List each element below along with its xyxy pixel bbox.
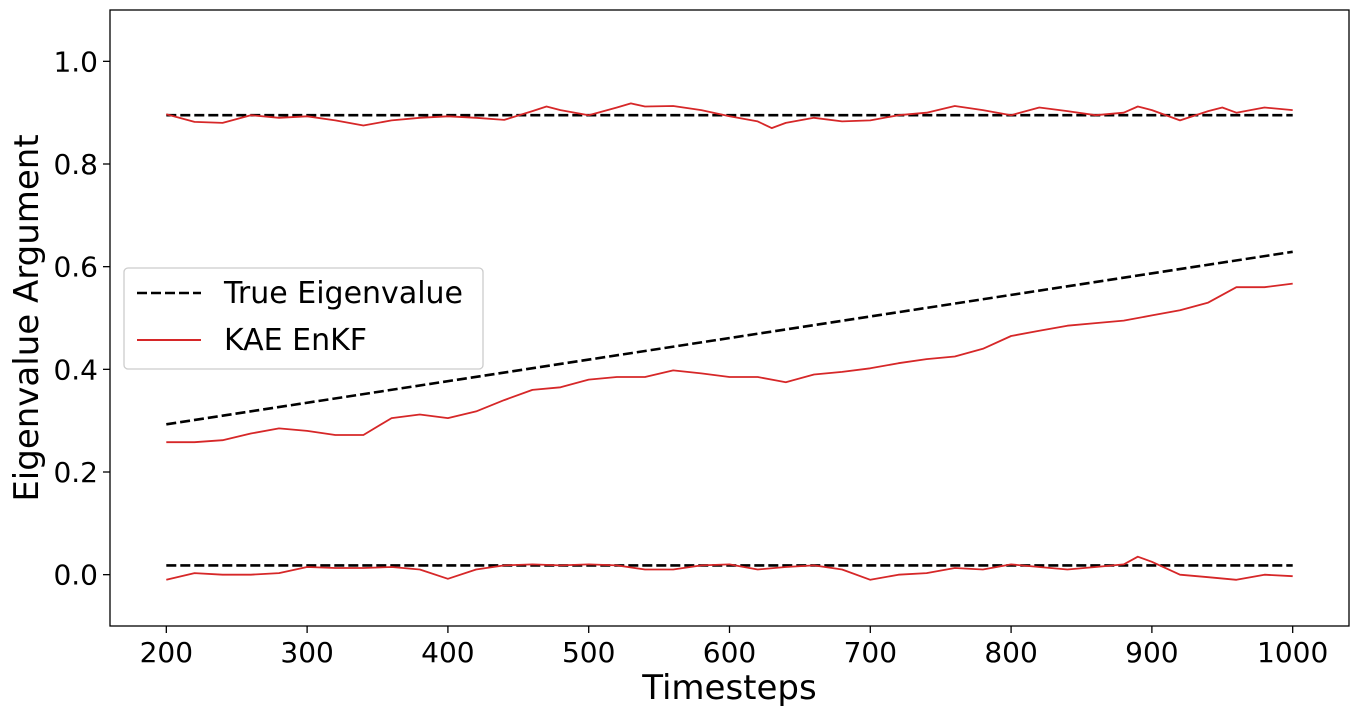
- series-line-kae-enkf-5: [166, 555, 1293, 581]
- x-tick-label: 500: [562, 636, 615, 669]
- x-tick-label: 600: [703, 636, 756, 669]
- y-axis-label: Eigenvalue Argument: [7, 134, 47, 501]
- x-tick-label: 200: [140, 636, 193, 669]
- legend-frame: [123, 267, 484, 370]
- x-tick-label: 1000: [1257, 636, 1328, 669]
- series-line-kae-enkf-3: [166, 102, 1293, 130]
- x-axis-label: Timesteps: [641, 668, 816, 708]
- y-tick-label: 0.0: [53, 559, 98, 592]
- x-axis-ticks: 200 300 400 500 600 700 800 900 1000: [140, 626, 1328, 669]
- x-tick-label: 400: [421, 636, 474, 669]
- y-tick-label: 0.2: [53, 456, 98, 489]
- x-tick-label: 900: [1125, 636, 1178, 669]
- series-line-true-eigenvalue-1: [166, 250, 1293, 426]
- y-tick-label: 0.6: [53, 251, 98, 284]
- x-tick-label: 800: [984, 636, 1037, 669]
- y-tick-label: 0.8: [53, 148, 98, 181]
- y-axis-ticks: 0.0 0.2 0.4 0.6 0.8 1.0: [53, 45, 110, 592]
- legend: True Eigenvalue KAE EnKF: [123, 267, 484, 370]
- legend-label-true-eigenvalue: True Eigenvalue: [223, 276, 463, 311]
- series-line-kae-enkf-4: [166, 282, 1293, 444]
- y-tick-label: 1.0: [53, 45, 98, 78]
- series-layer: [166, 102, 1293, 581]
- y-tick-label: 0.4: [53, 353, 98, 386]
- x-tick-label: 300: [280, 636, 333, 669]
- legend-label-kae-enkf: KAE EnKF: [224, 323, 367, 358]
- x-tick-label: 700: [844, 636, 897, 669]
